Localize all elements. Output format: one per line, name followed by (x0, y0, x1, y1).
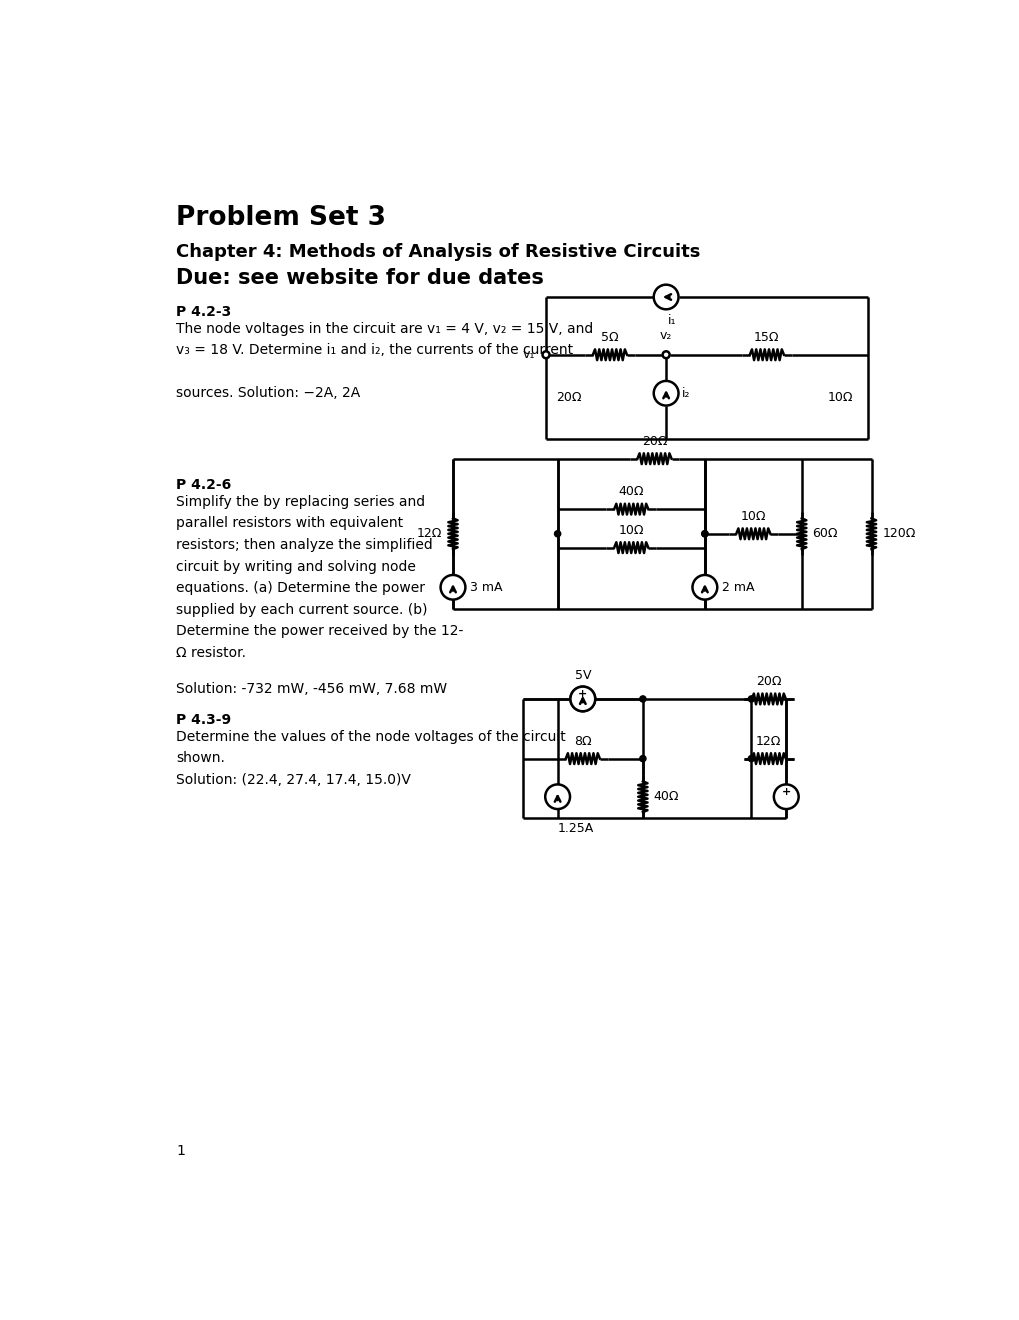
Text: P 4.3-9: P 4.3-9 (176, 713, 231, 727)
Text: P 4.2-3: P 4.2-3 (176, 305, 231, 318)
Text: 20Ω: 20Ω (641, 434, 666, 447)
Circle shape (701, 531, 707, 537)
Text: 10Ω: 10Ω (827, 391, 853, 404)
Circle shape (748, 755, 754, 762)
Circle shape (653, 285, 678, 309)
Text: Simplify the by replacing series and: Simplify the by replacing series and (176, 495, 425, 510)
Text: circuit by writing and solving node: circuit by writing and solving node (176, 560, 416, 574)
Text: v₃ = 18 V. Determine i₁ and i₂, the currents of the current: v₃ = 18 V. Determine i₁ and i₂, the curr… (176, 343, 573, 358)
Circle shape (570, 686, 595, 711)
Circle shape (692, 576, 716, 599)
Text: i₂: i₂ (681, 387, 690, 400)
Text: The node voltages in the circuit are v₁ = 4 V, v₂ = 15 V, and: The node voltages in the circuit are v₁ … (176, 322, 593, 335)
Circle shape (748, 696, 754, 702)
Text: 5Ω: 5Ω (600, 331, 619, 345)
Text: 1: 1 (176, 1144, 185, 1158)
Text: 1.25A: 1.25A (557, 822, 593, 836)
Circle shape (440, 576, 465, 599)
Text: Due: see website for due dates: Due: see website for due dates (176, 268, 544, 288)
Text: Chapter 4: Methods of Analysis of Resistive Circuits: Chapter 4: Methods of Analysis of Resist… (176, 243, 700, 261)
Text: resistors; then analyze the simplified: resistors; then analyze the simplified (176, 539, 433, 552)
Text: 3 mA: 3 mA (470, 581, 502, 594)
Text: 120Ω: 120Ω (881, 527, 915, 540)
Circle shape (773, 784, 798, 809)
Text: shown.: shown. (176, 751, 225, 766)
Text: 40Ω: 40Ω (653, 791, 679, 804)
Text: Problem Set 3: Problem Set 3 (176, 205, 386, 231)
Text: Solution: -732 mW, -456 mW, 7.68 mW: Solution: -732 mW, -456 mW, 7.68 mW (176, 682, 447, 696)
Text: 10Ω: 10Ω (740, 510, 765, 523)
Text: Ω resistor.: Ω resistor. (176, 645, 246, 660)
Circle shape (545, 784, 570, 809)
Text: v₂: v₂ (659, 329, 672, 342)
Text: 12Ω: 12Ω (417, 527, 441, 540)
Text: +: + (781, 787, 790, 797)
Circle shape (653, 381, 678, 405)
Text: 12Ω: 12Ω (755, 735, 781, 748)
Circle shape (542, 351, 549, 358)
Circle shape (639, 755, 645, 762)
Circle shape (662, 351, 668, 358)
Text: 40Ω: 40Ω (618, 486, 643, 499)
Text: equations. (a) Determine the power: equations. (a) Determine the power (176, 581, 425, 595)
Text: parallel resistors with equivalent: parallel resistors with equivalent (176, 516, 404, 531)
Text: P 4.2-6: P 4.2-6 (176, 478, 231, 492)
Text: Determine the power received by the 12-: Determine the power received by the 12- (176, 624, 464, 639)
Text: sources. Solution: −2A, 2A: sources. Solution: −2A, 2A (176, 385, 361, 400)
Text: 20Ω: 20Ω (556, 391, 582, 404)
Text: +: + (578, 689, 587, 700)
Text: supplied by each current source. (b): supplied by each current source. (b) (176, 603, 427, 616)
Text: v₁: v₁ (523, 348, 535, 362)
Text: 5V: 5V (574, 669, 590, 682)
Text: 10Ω: 10Ω (618, 524, 643, 537)
Text: 15Ω: 15Ω (753, 331, 779, 345)
Text: 8Ω: 8Ω (574, 735, 591, 748)
Circle shape (701, 531, 707, 537)
Text: 2 mA: 2 mA (721, 581, 754, 594)
Circle shape (570, 686, 595, 711)
Text: i₁: i₁ (667, 314, 676, 327)
Circle shape (639, 696, 645, 702)
Text: 60Ω: 60Ω (812, 527, 838, 540)
Text: Solution: (22.4, 27.4, 17.4, 15.0)V: Solution: (22.4, 27.4, 17.4, 15.0)V (176, 774, 411, 787)
Text: 20Ω: 20Ω (755, 675, 781, 688)
Text: Determine the values of the node voltages of the circuit: Determine the values of the node voltage… (176, 730, 566, 743)
Circle shape (554, 531, 560, 537)
